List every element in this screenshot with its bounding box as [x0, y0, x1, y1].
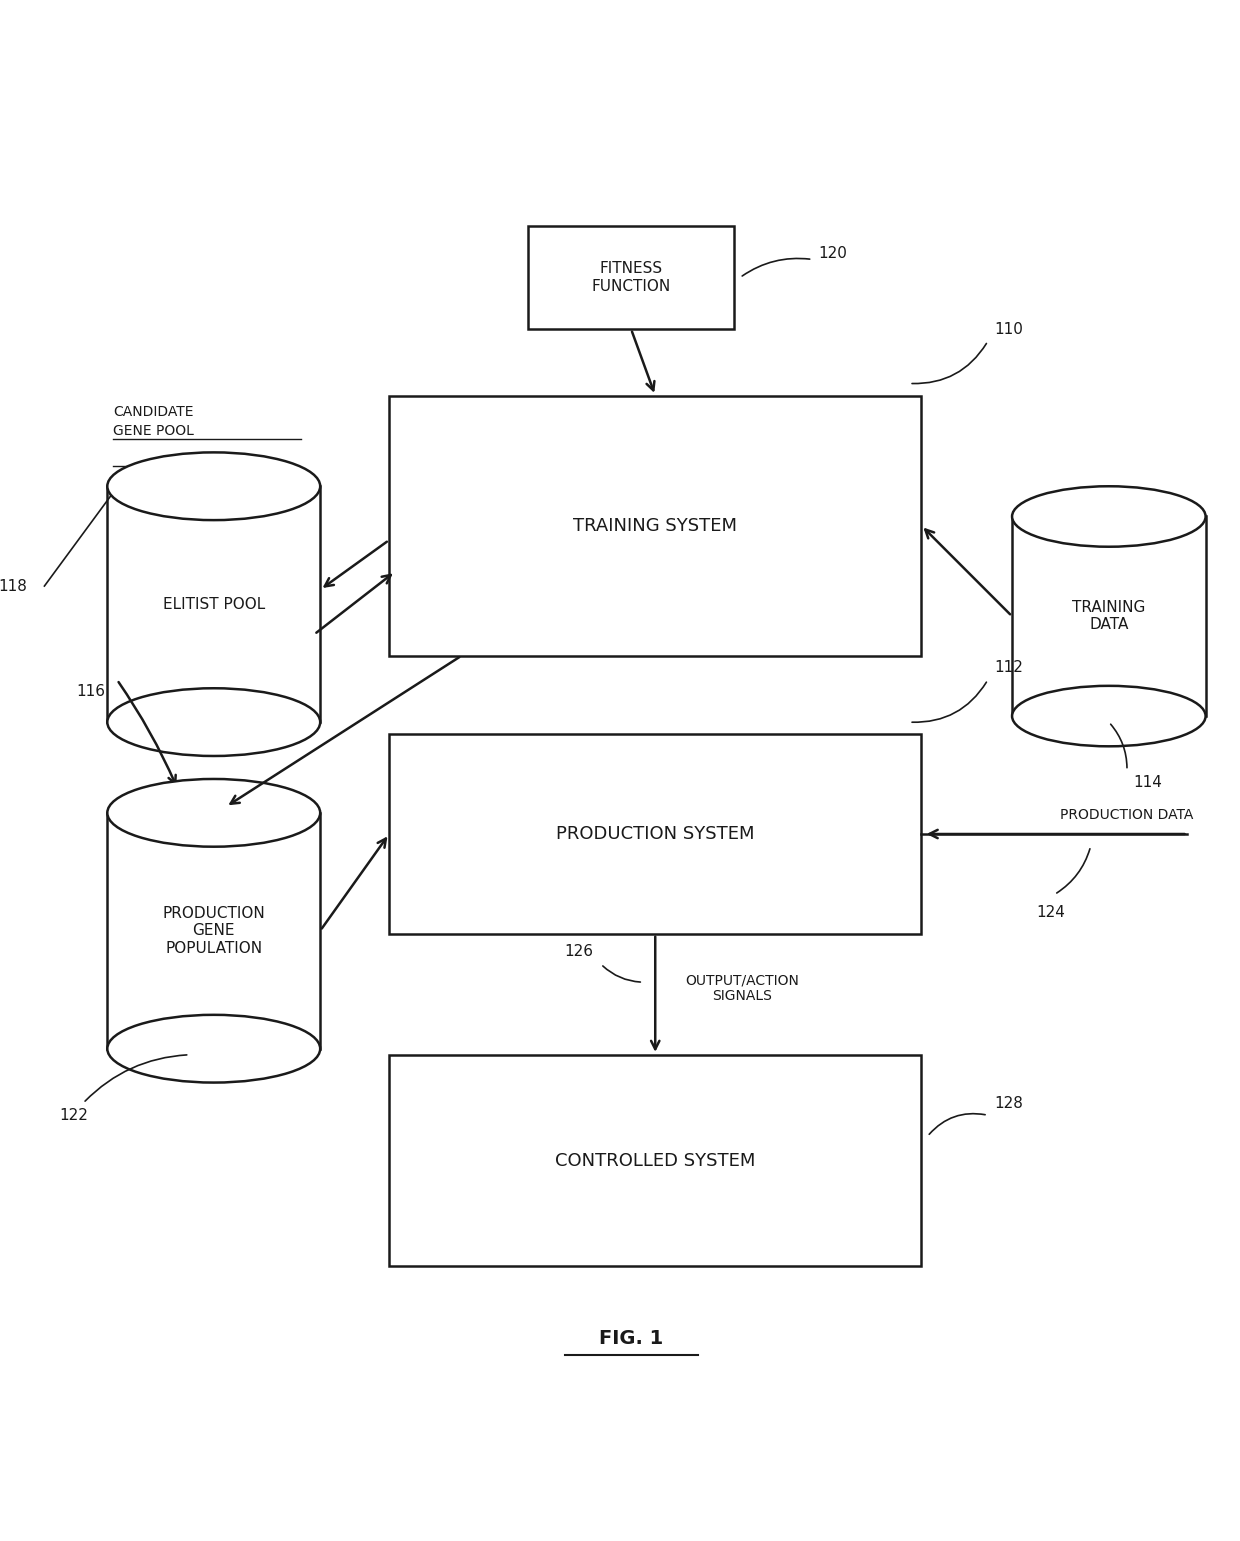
- Ellipse shape: [108, 1016, 320, 1083]
- Text: TRAINING
DATA: TRAINING DATA: [1073, 599, 1146, 632]
- Text: 120: 120: [818, 247, 847, 260]
- Text: PRODUCTION DATA: PRODUCTION DATA: [1060, 807, 1193, 821]
- Text: 112: 112: [994, 660, 1023, 675]
- Text: 110: 110: [994, 322, 1023, 336]
- Ellipse shape: [1012, 686, 1205, 746]
- Text: TRAINING SYSTEM: TRAINING SYSTEM: [573, 516, 738, 535]
- Text: 128: 128: [994, 1096, 1023, 1111]
- Text: ELITIST POOL: ELITIST POOL: [162, 596, 265, 612]
- Text: PRODUCTION
GENE
POPULATION: PRODUCTION GENE POPULATION: [162, 906, 265, 955]
- Ellipse shape: [108, 689, 320, 757]
- Bar: [389, 396, 921, 655]
- Bar: [389, 1054, 921, 1267]
- Text: CANDIDATE
GENE POOL: CANDIDATE GENE POOL: [113, 405, 195, 438]
- Ellipse shape: [108, 453, 320, 521]
- Text: PRODUCTION SYSTEM: PRODUCTION SYSTEM: [556, 824, 754, 843]
- Text: CONTROLLED SYSTEM: CONTROLLED SYSTEM: [556, 1151, 755, 1170]
- Ellipse shape: [1012, 487, 1205, 547]
- Text: OUTPUT/ACTION
SIGNALS: OUTPUT/ACTION SIGNALS: [686, 972, 800, 1003]
- Text: 118: 118: [0, 578, 27, 593]
- Text: 122: 122: [60, 1108, 88, 1123]
- Bar: [528, 227, 734, 330]
- Text: FITNESS
FUNCTION: FITNESS FUNCTION: [591, 262, 671, 294]
- Text: 126: 126: [564, 945, 594, 960]
- Ellipse shape: [108, 778, 320, 846]
- Text: FIG. 1: FIG. 1: [599, 1330, 663, 1348]
- Bar: [389, 734, 921, 934]
- Text: 114: 114: [1133, 775, 1162, 791]
- Text: 116: 116: [76, 684, 105, 700]
- Text: 124: 124: [1037, 905, 1065, 920]
